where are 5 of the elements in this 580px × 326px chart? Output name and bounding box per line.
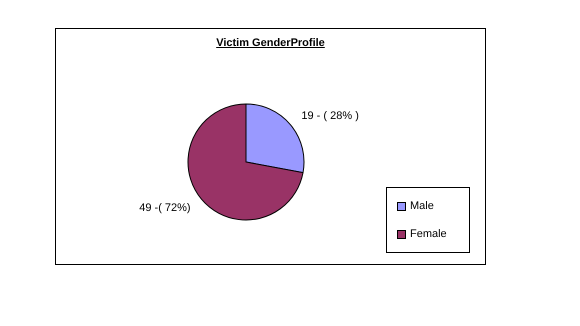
chart-title: Victim GenderProfile <box>215 37 326 49</box>
data-label: 19 - ( 28% ) <box>301 110 359 122</box>
data-label: 49 -( 72%) <box>139 202 191 214</box>
legend-label: Male <box>410 200 434 212</box>
legend-label: Female <box>410 228 447 240</box>
